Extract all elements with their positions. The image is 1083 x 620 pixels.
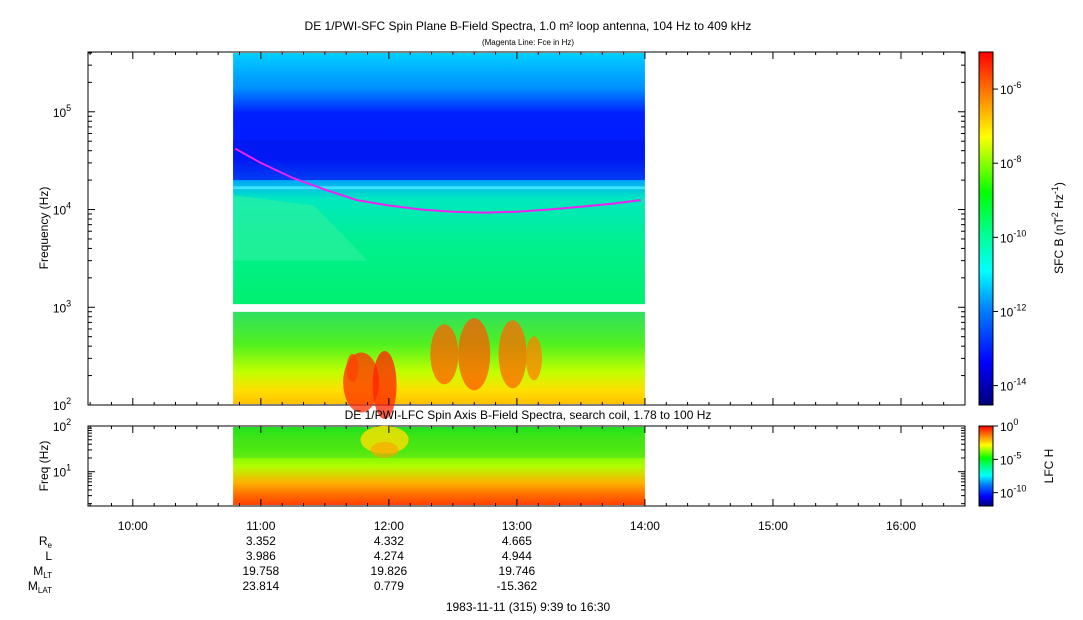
ephemeris-value: 23.814 [242,579,279,593]
ephemeris-value: 0.779 [374,579,404,593]
lfc-colorbar-ticks: 100 10-5 10-10 [993,417,1026,501]
lfc-colorbar-tick-label: 100 [1000,417,1018,434]
lfc-colorbar-tick-label: 10-10 [1000,484,1026,501]
ephemeris-row-label: MLAT [28,579,52,595]
sfc-y-tick-label: 103 [53,298,71,315]
sfc-y-tick-label: 105 [53,103,71,120]
lfc-y-tick-label: 102 [53,417,71,434]
time-tick-label: 15:00 [758,519,788,533]
time-tick-label: 13:00 [502,519,532,533]
sfc-blue-layer [233,139,645,181]
sfc-colorbar-tick-label: 10-12 [1000,302,1026,319]
sfc-y-tick-label: 104 [53,201,71,218]
ephemeris-value: 4.274 [374,549,404,563]
lfc-spectrogram-image [233,425,645,505]
ephemeris-value: -15.362 [497,579,538,593]
lfc-panel-title: DE 1/PWI-LFC Spin Axis B-Field Spectra, … [345,408,712,422]
ephemeris-row-label: Re [39,534,53,550]
lfc-y-axis-label: Freq (Hz) [37,441,51,492]
time-tick-label: 10:00 [118,519,148,533]
lfc-green-layer [233,436,645,458]
ephemeris-value: 19.758 [242,564,279,578]
time-tick-label: 16:00 [886,519,916,533]
sfc-colorbar-tick-label: 10-6 [1000,80,1021,97]
time-range-footer: 1983-11-11 (315) 9:39 to 16:30 [446,600,611,614]
sfc-y-axis: 102 103 104 105 [53,52,965,413]
sfc-cyan-line [233,186,645,190]
chart-subtitle: (Magenta Line: Fce in Hz) [482,38,574,47]
ephemeris-table: Re 3.352 4.332 4.665 L 3.986 4.274 4.944 MLT 19.7… [28,534,538,595]
lfc-y-axis: 101 102 [53,417,965,505]
sfc-colorbar-label: SFC B (nT2 Hz-1) [1050,182,1066,274]
ephemeris-value: 19.746 [499,564,536,578]
sfc-y-axis-label: Frequency (Hz) [37,187,51,270]
lfc-emission-blob [370,441,399,458]
sfc-band-gap [233,304,645,312]
sfc-y-tick-label: 102 [53,396,71,413]
ephemeris-value: 4.944 [502,549,532,563]
time-tick-label: 12:00 [374,519,404,533]
ephemeris-row-label: MLT [33,564,52,580]
sfc-colorbar-tick-label: 10-8 [1000,154,1021,171]
lfc-colorbar: 100 10-5 10-10 LFC H [978,417,1056,507]
ephemeris-value: 4.332 [374,534,404,548]
ephemeris-value: 19.826 [371,564,408,578]
sfc-emission-blob [498,320,527,389]
sfc-spectrogram-panel: 102 103 104 105 Frequency (Hz) [37,51,966,420]
sfc-colorbar: 10-6 10-8 10-10 10-12 10-14 SFC B (nT2 Hz-1) [978,51,1066,406]
ephemeris-row-label: L [45,549,52,563]
lfc-y-tick-label: 101 [53,463,71,480]
time-tick-label: 11:00 [246,519,275,533]
lfc-colorbar-label: LFC H [1042,449,1056,484]
lfc-spectrogram-panel: 101 102 Freq (Hz) [37,417,966,507]
ephemeris-value: 3.986 [246,549,276,563]
lfc-colorbar-tick-label: 10-5 [1000,450,1021,467]
sfc-emission-blob [372,351,397,420]
chart-title: DE 1/PWI-SFC Spin Plane B-Field Spectra,… [305,19,752,33]
sfc-colorbar-tick-label: 10-14 [1000,377,1026,394]
sfc-colorbar-ticks: 10-6 10-8 10-10 10-12 10-14 [993,80,1026,394]
sfc-emission-blob [525,336,542,381]
time-axis: 10:00 11:00 12:00 13:00 14:00 15:00 16:00 [89,52,966,533]
ephemeris-value: 3.352 [246,534,276,548]
sfc-spectrogram-image [233,53,645,420]
sfc-emission-blob [346,353,359,382]
fce-overlay-line [234,147,641,214]
ephemeris-value: 4.665 [502,534,532,548]
lfc-colorbar-ramp [978,425,994,507]
sfc-emission-wedge [233,195,368,261]
sfc-colorbar-tick-label: 10-10 [1000,228,1026,245]
sfc-colorbar-ramp [978,51,994,406]
sfc-emission-blob [458,318,491,391]
time-tick-label: 14:00 [630,519,660,533]
sfc-emission-blob [430,324,459,385]
